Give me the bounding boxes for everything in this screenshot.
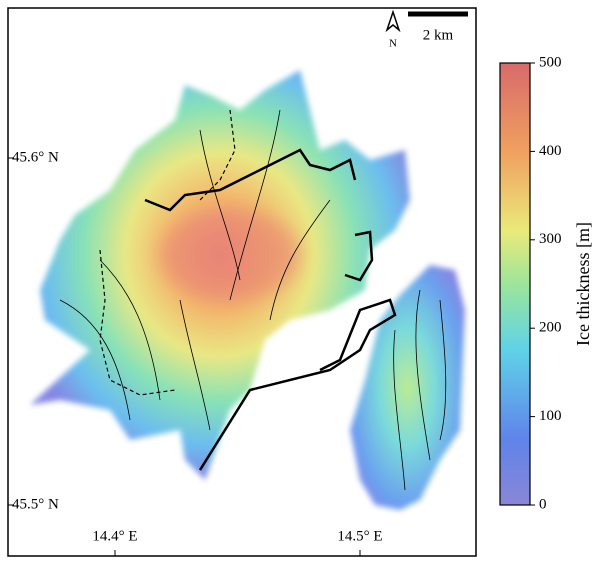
colorbar-tick-label: 0 [539,496,547,512]
north-arrow [385,9,401,33]
lon-label: 14.4° E [92,528,137,544]
scale-label: 2 km [423,27,454,43]
colorbar-ticks: 0 100 200 300 400 500 [530,54,562,512]
flowlines [59,109,447,491]
lat-label: 45.6° N [12,149,59,165]
colorbar-tick-label: 100 [539,408,562,424]
colorbar-tick-label: 200 [539,320,562,336]
frame-ticks [8,157,361,556]
lat-label: 45.5° N [12,496,59,512]
colorbar-tick-label: 400 [539,143,562,159]
ice-thickness-field [30,70,465,510]
colorbar [499,62,531,506]
colorbar-label: Ice thickness [m] [573,222,593,346]
colorbar-tick-label: 500 [539,54,562,70]
north-label: N [389,38,397,50]
boundary-lines [99,109,397,471]
colorbar-tick-label: 300 [539,231,562,247]
lon-label: 14.5° E [337,528,382,544]
